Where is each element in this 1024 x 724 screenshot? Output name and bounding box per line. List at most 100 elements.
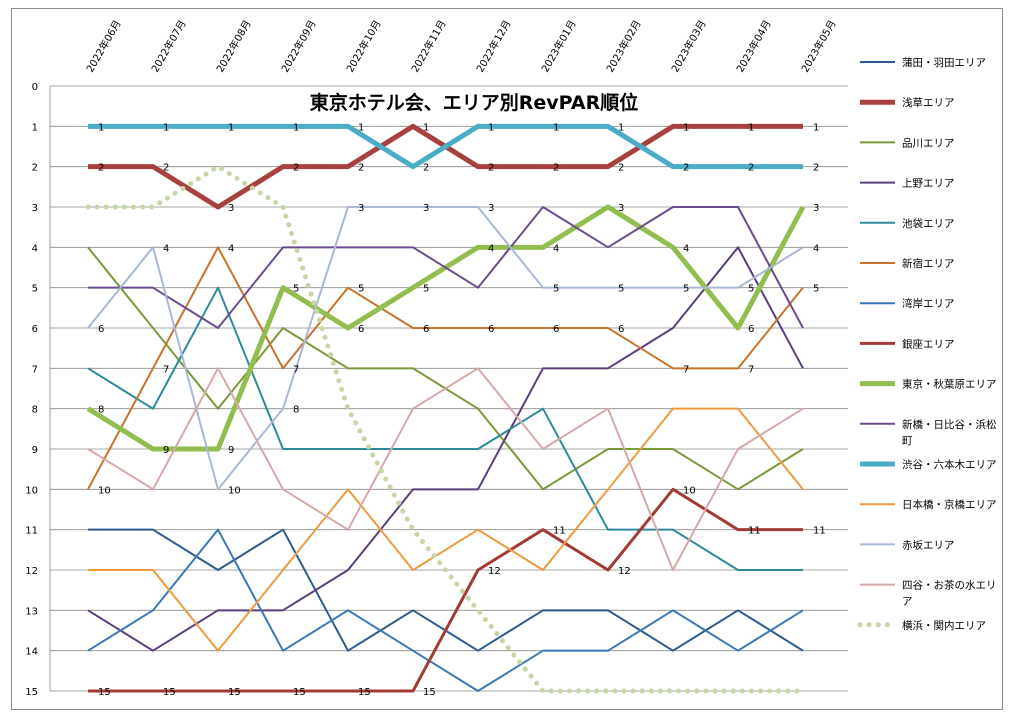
data-label: 12 (488, 566, 501, 577)
legend-label: 四谷・お茶の水エリア (902, 579, 997, 608)
data-label: 4 (228, 243, 234, 254)
chart-title: 東京ホテル会、エリア別RevPAR順位 (310, 91, 638, 114)
data-label: 1 (228, 122, 234, 133)
data-label: 6 (618, 324, 624, 335)
y-tick-label: 3 (32, 203, 38, 214)
data-label: 7 (683, 364, 689, 375)
data-label: 3 (618, 203, 624, 214)
series-line (87, 367, 804, 571)
y-tick-label: 9 (32, 445, 38, 456)
data-label: 1 (813, 122, 819, 133)
data-label: 2 (358, 163, 364, 174)
y-tick-label: 10 (25, 485, 38, 496)
data-label: 1 (748, 122, 754, 133)
data-label: 15 (228, 687, 241, 698)
legend-label: 新宿エリア (902, 257, 955, 270)
data-label: 4 (488, 243, 494, 254)
data-label: 5 (423, 284, 429, 295)
data-label: 3 (358, 203, 364, 214)
data-label: 11 (748, 526, 761, 537)
data-label: 2 (683, 163, 689, 174)
x-tick-label: 2022年06月 (83, 18, 123, 75)
x-tick-label: 2022年11月 (408, 18, 448, 75)
series-line (88, 407, 804, 652)
x-tick-label: 2022年08月 (213, 18, 253, 75)
data-label: 15 (423, 687, 436, 698)
data-label: 1 (618, 122, 624, 133)
series-lines (85, 123, 806, 694)
data-label: 6 (423, 324, 429, 335)
x-tick-label: 2023年02月 (603, 18, 643, 75)
data-label: 6 (488, 324, 494, 335)
legend-label: 新橋・日比谷・浜松町 (902, 418, 997, 447)
x-tick-label: 2022年09月 (278, 18, 318, 75)
data-label: 11 (553, 526, 566, 537)
data-label: 4 (813, 243, 819, 254)
data-label: 3 (423, 203, 429, 214)
data-label: 2 (618, 163, 624, 174)
data-label: 15 (293, 687, 306, 698)
legend-label: 日本橋・京橋エリア (902, 498, 997, 511)
data-label: 5 (358, 284, 364, 295)
data-label: 2 (423, 163, 429, 174)
chart-frame: 0 1 2 3 4 5 6 7 8 9 10 11 12 13 14 15 2022年06月 2022年07月 2… (11, 8, 1003, 710)
y-tick-label: 12 (25, 566, 38, 577)
x-tick-label: 2023年01月 (538, 18, 578, 75)
series-line (87, 528, 804, 692)
x-axis-ticks: 2022年06月 2022年07月 2022年08月 2022年09月 2022年10月… (83, 18, 838, 75)
data-label: 11 (813, 526, 826, 537)
data-label: 1 (683, 122, 689, 133)
data-label: 2 (553, 163, 559, 174)
series-line (87, 206, 804, 491)
x-tick-label: 2022年10月 (343, 18, 383, 75)
legend-label: 横浜・関内エリア (902, 619, 986, 632)
series-line (85, 164, 806, 694)
x-tick-label: 2023年04月 (733, 18, 773, 75)
data-label: 10 (98, 485, 111, 496)
data-label: 5 (683, 284, 689, 295)
legend-label: 上野エリア (902, 178, 955, 190)
y-tick-label: 15 (25, 687, 38, 698)
data-label: 1 (163, 122, 169, 133)
data-label: 2 (813, 163, 819, 174)
legend-label: 浅草エリア (902, 96, 955, 109)
series-line (87, 246, 804, 652)
data-label: 6 (358, 324, 364, 335)
data-label: 2 (748, 163, 754, 174)
data-label: 1 (98, 122, 104, 133)
data-label: 7 (748, 364, 754, 375)
data-label: 1 (423, 122, 429, 133)
y-tick-label: 6 (32, 324, 38, 335)
data-label: 10 (228, 485, 241, 496)
legend-label: 渋谷・六本木エリア (902, 458, 997, 471)
data-label: 2 (163, 163, 169, 174)
y-tick-label: 13 (25, 606, 38, 617)
y-tick-label: 0 (32, 82, 38, 93)
x-tick-label: 2022年07月 (148, 18, 188, 75)
y-tick-label: 4 (32, 243, 38, 254)
data-label: 15 (98, 687, 111, 698)
data-label: 2 (98, 163, 104, 174)
data-label: 9 (163, 445, 169, 456)
y-tick-label: 8 (32, 405, 38, 416)
data-label: 7 (293, 364, 299, 375)
data-label: 3 (488, 203, 494, 214)
series-line (88, 487, 803, 693)
data-label: 2 (293, 163, 299, 174)
data-label: 5 (618, 284, 624, 295)
data-label: 1 (488, 122, 494, 133)
data-label: 4 (163, 243, 169, 254)
data-label: 8 (98, 405, 104, 416)
data-label: 15 (358, 687, 371, 698)
x-tick-label: 2023年03月 (668, 18, 708, 75)
legend: 蒲田・羽田エリア浅草エリア品川エリア上野エリア池袋エリア新宿エリア湾岸エリア銀座… (857, 56, 997, 632)
data-label: 10 (683, 485, 696, 496)
x-tick-label: 2023年05月 (798, 18, 838, 75)
series-line (87, 246, 804, 490)
data-label: 1 (293, 122, 299, 133)
data-label: 6 (553, 324, 559, 335)
data-label: 6 (98, 324, 104, 335)
